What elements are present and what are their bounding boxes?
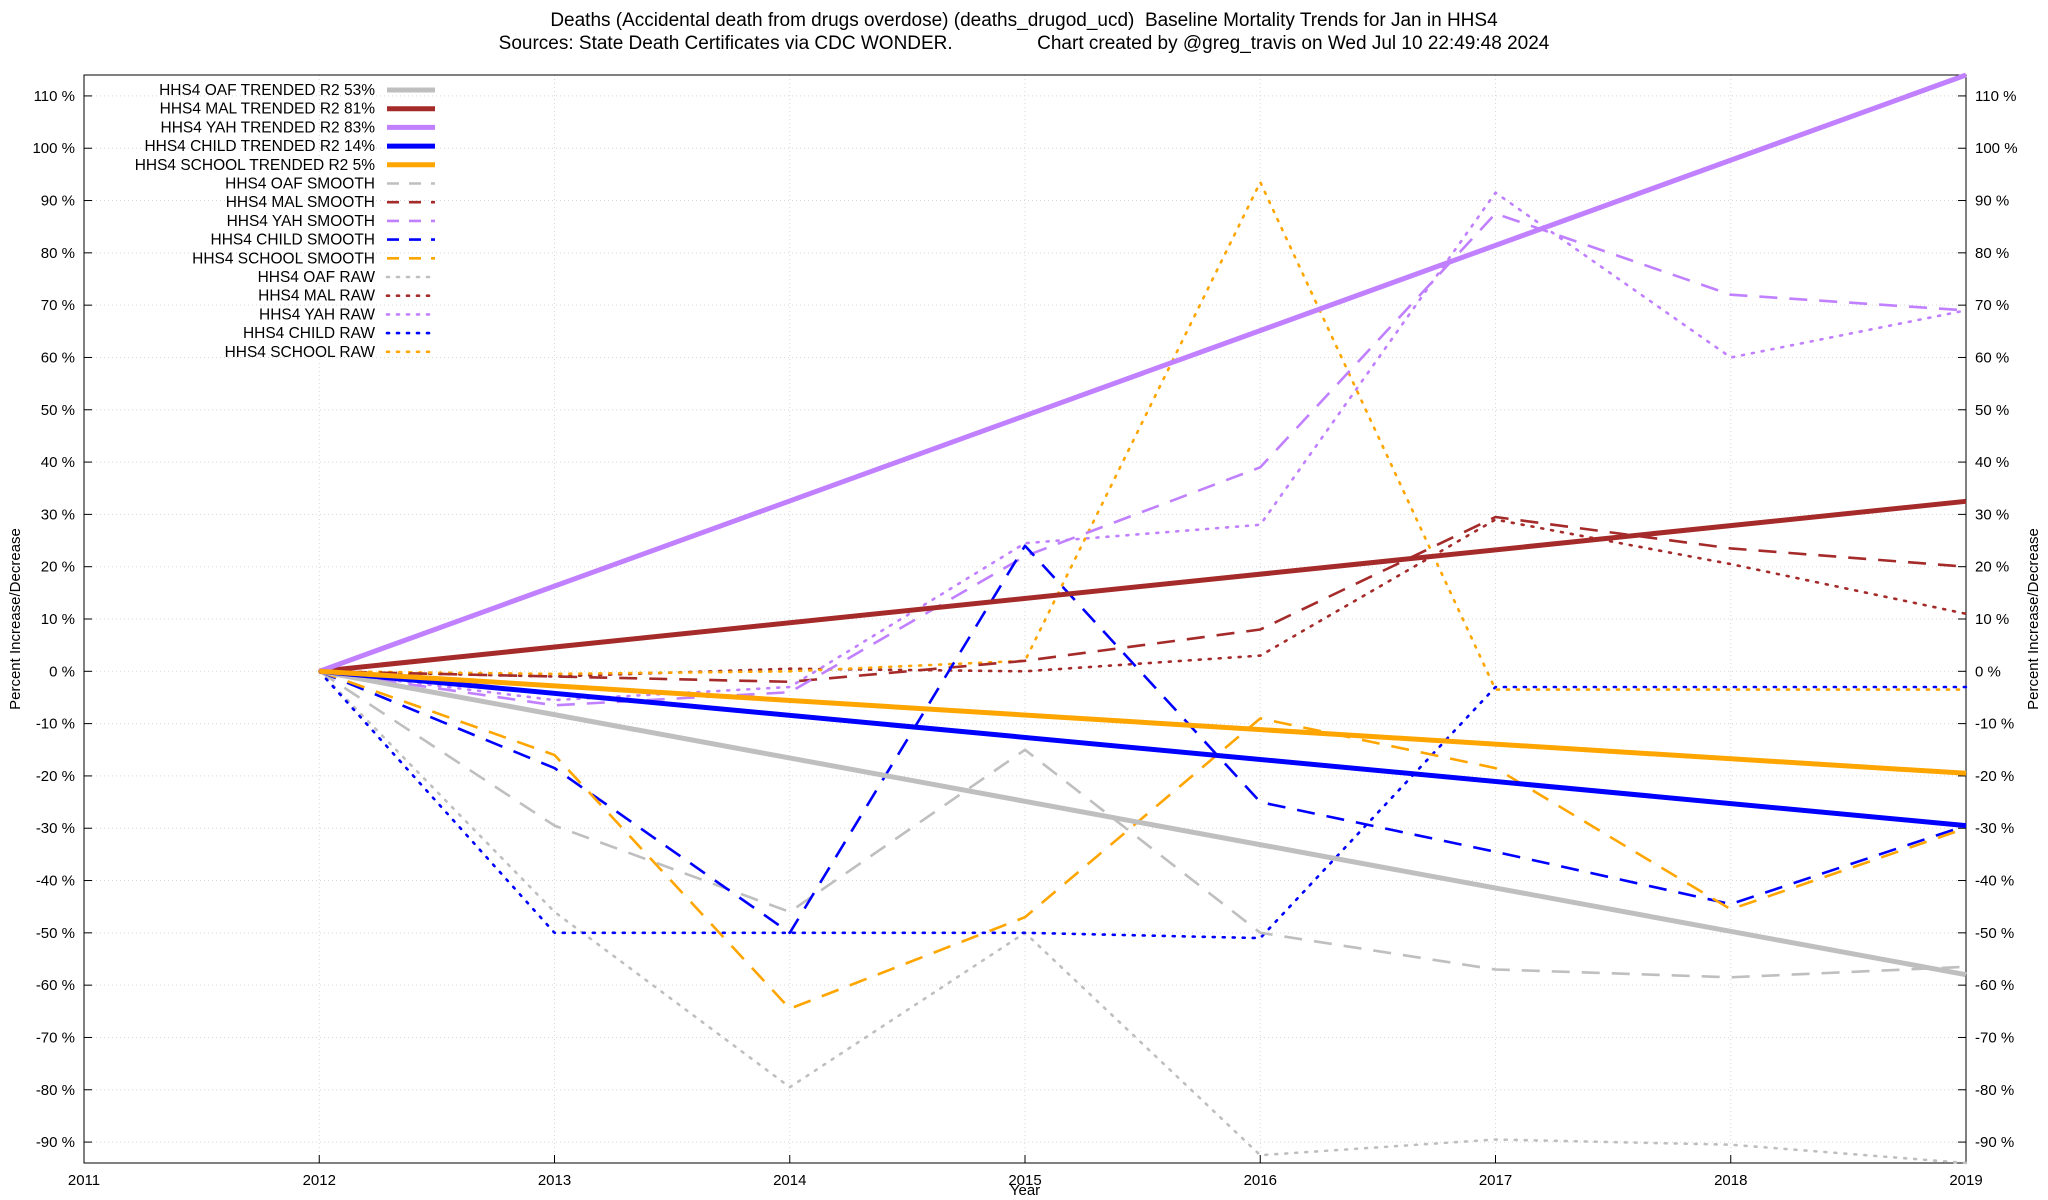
y-tick-label-right: 110 % bbox=[1975, 88, 2016, 105]
y-tick-label-left: 30 % bbox=[41, 506, 75, 523]
y-tick-label-right: 50 % bbox=[1975, 402, 2009, 419]
y-tick-label-right: -90 % bbox=[1975, 1134, 2014, 1151]
y-tick-label-left: 90 % bbox=[41, 193, 75, 210]
legend-label: HHS4 MAL SMOOTH bbox=[226, 194, 375, 211]
y-tick-label-right: 90 % bbox=[1975, 193, 2009, 210]
y-axis-label: Percent Increase/Decrease bbox=[7, 528, 24, 710]
legend-label: HHS4 SCHOOL SMOOTH bbox=[192, 250, 375, 267]
y-tick-label-left: 50 % bbox=[41, 402, 75, 419]
y-tick-label-left: 20 % bbox=[41, 559, 75, 576]
x-axis-label: Year bbox=[1010, 1182, 1040, 1199]
chart-title: Deaths (Accidental death from drugs over… bbox=[550, 10, 1498, 31]
y-tick-label-left: 60 % bbox=[41, 349, 75, 366]
y-tick-label-left: -20 % bbox=[36, 768, 75, 785]
y-tick-label-right: 0 % bbox=[1975, 663, 2001, 680]
x-tick-label: 2011 bbox=[68, 1172, 100, 1189]
x-tick-label: 2019 bbox=[1949, 1172, 1982, 1189]
y-tick-label-right: 70 % bbox=[1975, 297, 2009, 314]
y2-axis-label: Percent Increase/Decrease bbox=[2025, 528, 2042, 710]
y-tick-label-right: -80 % bbox=[1975, 1082, 2014, 1099]
series-line-hhs4-child-raw bbox=[317, 669, 1968, 940]
legend-label: HHS4 YAH TRENDED R2 83% bbox=[161, 119, 376, 136]
chart-subtitle: Sources: State Death Certificates via CD… bbox=[498, 33, 1550, 54]
y-tick-label-right: 100 % bbox=[1975, 140, 2018, 157]
series-line-hhs4-oaf-raw bbox=[317, 669, 1968, 1165]
series-line-hhs4-yah-trended-r2 bbox=[318, 72, 1967, 674]
y-tick-label-left: -90 % bbox=[36, 1134, 75, 1151]
y-tick-label-right: -40 % bbox=[1975, 873, 2014, 890]
legend-label: HHS4 CHILD TRENDED R2 14% bbox=[144, 138, 375, 155]
series-line-hhs4-child-trended-r2 bbox=[319, 668, 1967, 829]
y-tick-label-left: -70 % bbox=[36, 1029, 75, 1046]
y-tick-label-right: -30 % bbox=[1975, 820, 2014, 837]
series-line-hhs4-oaf-trended-r2 bbox=[318, 668, 1967, 978]
y-tick-label-right: -50 % bbox=[1975, 925, 2014, 942]
series-line-hhs4-school-raw bbox=[317, 180, 1968, 691]
series-line-hhs4-mal-raw bbox=[317, 518, 1968, 678]
series-line-hhs4-oaf-smooth bbox=[318, 670, 1967, 979]
y-tick-label-left: -80 % bbox=[36, 1082, 75, 1099]
x-tick-label: 2013 bbox=[538, 1172, 571, 1189]
y-tick-label-left: -60 % bbox=[36, 977, 75, 994]
y-tick-label-right: 30 % bbox=[1975, 506, 2009, 523]
legend-label: HHS4 OAF RAW bbox=[258, 269, 376, 286]
y-tick-label-left: 80 % bbox=[41, 245, 75, 262]
y-tick-label-right: -70 % bbox=[1975, 1029, 2014, 1046]
legend-label: HHS4 SCHOOL RAW bbox=[225, 344, 376, 361]
y-tick-label-left: 110 % bbox=[34, 88, 75, 105]
series-line-hhs4-school-smooth bbox=[318, 670, 1967, 1011]
legend-label: HHS4 CHILD SMOOTH bbox=[211, 232, 376, 249]
legend-label: HHS4 MAL RAW bbox=[258, 288, 375, 305]
y-tick-label-left: 40 % bbox=[41, 454, 75, 471]
y-tick-label-right: -60 % bbox=[1975, 977, 2014, 994]
series-line-hhs4-school-trended-r2 bbox=[319, 668, 1967, 776]
series-line-hhs4-mal-smooth bbox=[319, 515, 1967, 684]
legend-label: HHS4 OAF TRENDED R2 53% bbox=[159, 82, 375, 99]
y-tick-label-right: -20 % bbox=[1975, 768, 2014, 785]
y-tick-label-left: -50 % bbox=[36, 925, 75, 942]
x-tick-label: 2012 bbox=[303, 1172, 336, 1189]
y-tick-label-right: 60 % bbox=[1975, 349, 2009, 366]
y-tick-label-left: -40 % bbox=[36, 873, 75, 890]
legend-label: HHS4 OAF SMOOTH bbox=[225, 176, 375, 193]
y-tick-label-right: 40 % bbox=[1975, 454, 2009, 471]
x-tick-label: 2016 bbox=[1244, 1172, 1277, 1189]
y-tick-label-left: 100 % bbox=[32, 140, 75, 157]
y-tick-label-left: 10 % bbox=[41, 611, 75, 628]
series-line-hhs4-mal-trended-r2 bbox=[319, 498, 1967, 674]
legend-label: HHS4 MAL TRENDED R2 81% bbox=[160, 101, 376, 118]
y-tick-label-left: 70 % bbox=[41, 297, 75, 314]
x-tick-label: 2015 bbox=[1008, 1172, 1041, 1189]
legend-label: HHS4 CHILD RAW bbox=[243, 325, 375, 342]
y-tick-label-left: -10 % bbox=[36, 716, 75, 733]
series-line-hhs4-yah-raw bbox=[317, 191, 1968, 702]
x-tick-label: 2014 bbox=[773, 1172, 806, 1189]
legend-label: HHS4 SCHOOL TRENDED R2 5% bbox=[135, 157, 376, 174]
legend-label: HHS4 YAH SMOOTH bbox=[227, 213, 375, 230]
y-tick-label-left: -30 % bbox=[36, 820, 75, 837]
y-tick-label-left: 0 % bbox=[49, 663, 75, 680]
y-tick-label-right: 20 % bbox=[1975, 559, 2009, 576]
series-line-hhs4-yah-smooth bbox=[319, 212, 1967, 707]
y-tick-label-right: 10 % bbox=[1975, 611, 2009, 628]
x-tick-label: 2017 bbox=[1479, 1172, 1512, 1189]
series-line-hhs4-child-smooth bbox=[318, 544, 1967, 935]
x-tick-label: 2018 bbox=[1714, 1172, 1747, 1189]
y-tick-label-right: -10 % bbox=[1975, 716, 2014, 733]
y-tick-label-right: 80 % bbox=[1975, 245, 2009, 262]
legend-label: HHS4 YAH RAW bbox=[259, 306, 375, 323]
